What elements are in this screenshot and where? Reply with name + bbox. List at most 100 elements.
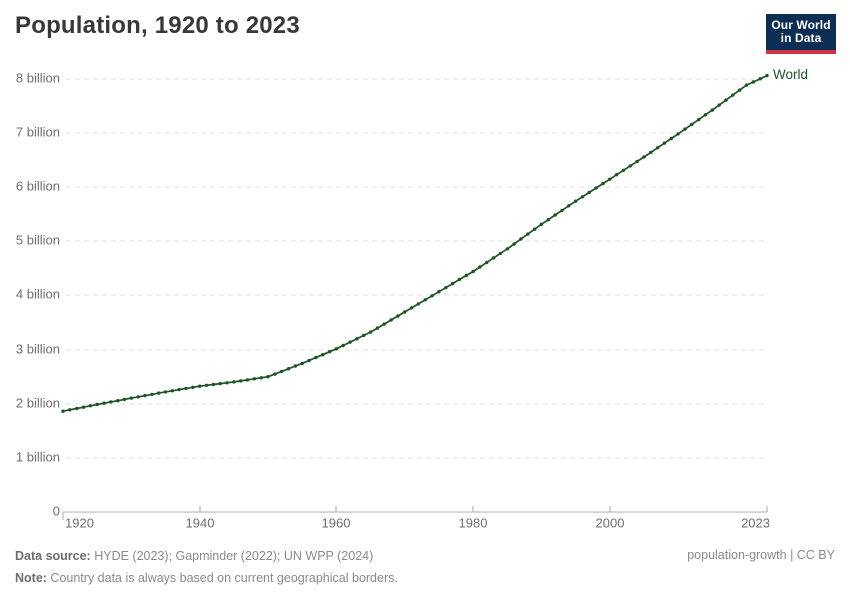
data-point[interactable] (655, 146, 660, 150)
data-point[interactable] (662, 141, 667, 145)
data-point[interactable] (751, 80, 755, 84)
data-point[interactable] (683, 127, 687, 131)
data-point[interactable] (368, 330, 373, 334)
data-point[interactable] (491, 256, 496, 260)
data-point[interactable] (389, 318, 393, 322)
data-point[interactable] (122, 397, 127, 402)
data-point[interactable] (177, 387, 181, 392)
data-point[interactable] (293, 364, 298, 368)
data-point[interactable] (416, 302, 421, 306)
data-point[interactable] (321, 353, 325, 357)
data-point[interactable] (341, 343, 345, 348)
world-line[interactable] (62, 74, 768, 413)
data-point[interactable] (738, 88, 742, 92)
data-point[interactable] (676, 132, 680, 136)
data-point[interactable] (88, 404, 93, 408)
data-point[interactable] (703, 113, 708, 117)
data-point[interactable] (102, 401, 106, 405)
data-point[interactable] (75, 406, 79, 411)
data-point[interactable] (731, 93, 735, 97)
data-point[interactable] (621, 168, 626, 172)
data-point[interactable] (498, 251, 503, 256)
data-point[interactable] (642, 155, 646, 159)
data-point[interactable] (362, 333, 366, 338)
data-point[interactable] (744, 83, 749, 87)
data-point[interactable] (163, 390, 168, 394)
data-point[interactable] (409, 306, 414, 310)
data-point[interactable] (116, 399, 120, 403)
owid-logo[interactable]: Our World in Data (766, 14, 836, 54)
data-point[interactable] (423, 298, 427, 302)
footer-slug-license[interactable]: population-growth | CC BY (687, 548, 835, 562)
data-point[interactable] (608, 177, 612, 181)
data-point[interactable] (170, 389, 175, 393)
data-point[interactable] (724, 98, 728, 102)
data-point[interactable] (505, 247, 509, 251)
data-point[interactable] (239, 379, 243, 383)
data-point[interactable] (437, 290, 441, 294)
data-point[interactable] (690, 122, 694, 127)
data-point[interactable] (327, 350, 332, 354)
data-point[interactable] (286, 367, 291, 371)
world-population-series[interactable] (61, 73, 769, 413)
data-point[interactable] (635, 159, 639, 164)
data-point[interactable] (252, 377, 257, 381)
data-point[interactable] (204, 383, 209, 387)
data-point[interactable] (444, 286, 448, 290)
data-point[interactable] (225, 381, 229, 385)
data-point[interactable] (81, 405, 86, 409)
data-point[interactable] (710, 108, 714, 112)
data-point[interactable] (553, 213, 557, 217)
data-point[interactable] (280, 369, 284, 374)
data-point[interactable] (765, 73, 769, 78)
data-point[interactable] (245, 378, 250, 382)
data-point[interactable] (136, 395, 140, 399)
data-point[interactable] (580, 195, 585, 199)
data-point[interactable] (601, 181, 605, 186)
data-point[interactable] (628, 164, 632, 168)
data-point[interactable] (403, 310, 407, 314)
data-point[interactable] (464, 273, 468, 278)
data-point[interactable] (450, 281, 455, 286)
data-point[interactable] (191, 385, 195, 389)
data-point[interactable] (259, 376, 263, 380)
data-point[interactable] (758, 77, 762, 81)
data-point[interactable] (375, 326, 380, 330)
data-point[interactable] (143, 393, 147, 398)
data-point[interactable] (355, 337, 359, 341)
data-point[interactable] (485, 260, 489, 265)
data-point[interactable] (457, 277, 462, 282)
data-point[interactable] (519, 237, 523, 241)
data-point[interactable] (68, 408, 72, 412)
data-point[interactable] (512, 242, 516, 246)
data-point[interactable] (649, 150, 653, 155)
data-point[interactable] (150, 392, 154, 397)
data-point[interactable] (396, 314, 400, 318)
data-point[interactable] (697, 117, 701, 122)
data-point[interactable] (334, 347, 339, 351)
data-point[interactable] (348, 340, 352, 344)
data-point[interactable] (300, 361, 304, 366)
data-point[interactable] (273, 372, 277, 376)
data-point[interactable] (614, 173, 619, 177)
data-point[interactable] (157, 391, 161, 395)
data-point[interactable] (539, 222, 544, 226)
data-point[interactable] (567, 204, 571, 208)
data-point[interactable] (560, 208, 564, 213)
data-point[interactable] (546, 218, 550, 222)
data-point[interactable] (314, 355, 318, 360)
data-point[interactable] (430, 294, 434, 298)
data-point[interactable] (95, 402, 99, 407)
data-point[interactable] (526, 232, 530, 236)
data-point[interactable] (471, 269, 475, 274)
data-point[interactable] (717, 103, 721, 107)
data-point[interactable] (478, 265, 482, 269)
data-point[interactable] (129, 396, 133, 400)
data-point[interactable] (587, 190, 591, 195)
data-point[interactable] (594, 186, 598, 190)
data-point[interactable] (307, 358, 311, 363)
data-point[interactable] (232, 380, 236, 384)
data-point[interactable] (266, 375, 270, 379)
data-point[interactable] (573, 199, 578, 203)
data-point[interactable] (109, 400, 113, 404)
